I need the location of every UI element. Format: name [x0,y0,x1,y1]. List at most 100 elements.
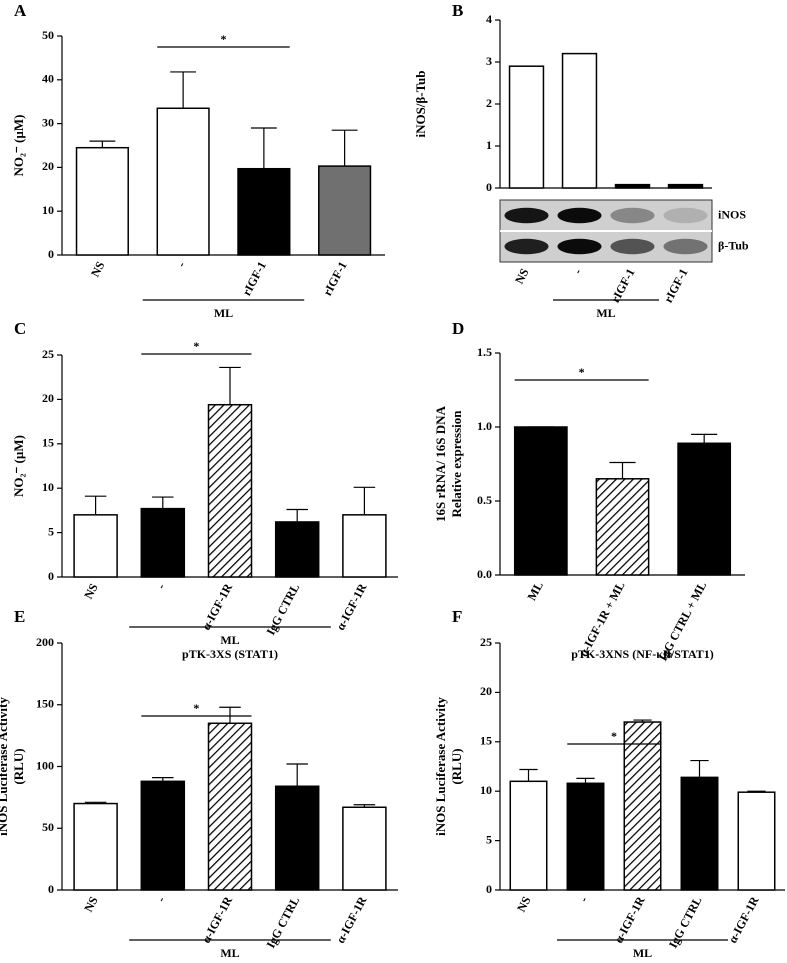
x-tick-label: NS [81,581,101,601]
blot-band [504,207,549,224]
x-tick-label: - [576,894,590,904]
bar [566,782,605,891]
bar [623,721,662,891]
group-label: ML [220,633,239,647]
blot-band [663,238,708,255]
bar [737,791,776,891]
y-axis-label: 16S rRNA/ 16S DNA [433,405,448,522]
bar [237,167,291,256]
y-tick-label: 25 [42,347,54,361]
x-tick-label: - [154,894,168,904]
y-tick-label: 0 [486,882,492,896]
bar [677,442,732,576]
bar [680,776,719,891]
blot-band [663,207,708,224]
blot-label: β-Tub [718,238,749,252]
bar [513,426,568,576]
group-label: ML [220,946,239,960]
y-tick-label: 0.5 [477,493,492,507]
x-tick-label: rIGF-1 [320,259,350,298]
x-tick-label: IgG CTRL [263,581,302,637]
y-tick-label: 50 [42,28,54,42]
group-label: ML [214,306,233,320]
blot-label: iNOS [718,207,746,221]
x-tick-label: - [570,266,584,276]
bar [561,52,598,189]
bar [614,183,651,189]
y-tick-label: 3 [486,54,492,68]
y-axis-label: (RLU) [449,748,464,784]
x-tick-label: IgG CTRL [263,894,302,950]
bar [73,802,118,891]
y-tick-label: 5 [486,832,492,846]
significance-label: * [579,365,585,379]
significance-label: * [611,729,617,743]
bar [140,507,186,578]
panel-letter: F [452,607,462,626]
significance-label: * [193,339,199,353]
y-tick-label: 5 [48,524,54,538]
bar [207,722,253,891]
panel-letter: B [452,1,463,20]
group-label: ML [633,946,652,960]
blot-band [557,207,602,224]
x-tick-label: NS [81,894,101,914]
y-tick-label: 200 [36,635,54,649]
y-tick-label: 10 [42,480,54,494]
y-axis-label: iNOS Luciferase Activity [0,697,10,836]
y-tick-label: 30 [42,115,54,129]
y-tick-label: 0 [48,569,54,583]
x-tick-label: α-IGF-1R [611,894,647,946]
x-tick-label: ML [524,579,545,603]
x-tick-label: α-IGF-1R [199,894,235,946]
significance-label: * [193,701,199,715]
y-axis-label: NO₂⁻ (µM) [11,435,26,497]
bar [509,780,548,891]
y-axis-label: iNOS Luciferase Activity [433,697,448,836]
bar [274,785,320,891]
y-tick-label: 0 [486,180,492,194]
blot-band [610,207,655,224]
y-tick-label: 50 [42,820,54,834]
y-tick-label: 15 [42,436,54,450]
y-tick-label: 1.0 [477,419,492,433]
x-tick-label: NS [88,259,108,279]
y-tick-label: 2 [486,96,492,110]
bar [274,521,320,578]
y-tick-label: 10 [42,203,54,217]
y-axis-label: NO₂⁻ (µM) [11,115,26,177]
x-tick-label: - [174,259,188,269]
panel-letter: D [452,319,464,338]
blot-band [610,238,655,255]
x-tick-label: IgG CTRL [666,894,705,950]
blot-band [504,238,549,255]
x-tick-label: α-IGF-1R [725,894,761,946]
y-tick-label: 150 [36,697,54,711]
y-tick-label: 20 [480,684,492,698]
bar [667,183,704,189]
subtitle: pTK-3XS (STAT1) [182,647,278,661]
x-tick-label: NS [514,894,534,914]
bar [342,514,387,578]
bar [156,107,210,256]
blot-band [557,238,602,255]
y-tick-label: 4 [486,12,492,26]
y-tick-label: 1.5 [477,345,492,359]
bar [73,514,118,578]
y-tick-label: 25 [480,635,492,649]
bar [75,146,129,256]
bar [595,478,650,576]
y-tick-label: 1 [486,138,492,152]
y-axis-label: Relative expression [449,410,464,518]
y-tick-label: 20 [42,391,54,405]
bar [508,65,545,189]
y-axis-label: (RLU) [11,748,26,784]
y-tick-label: 0.0 [477,567,492,581]
panel-letter: A [14,1,27,20]
y-axis-label: iNOS/β-Tub [413,70,428,137]
bar [318,165,372,256]
x-tick-label: - [154,581,168,591]
x-tick-label: rIGF-1 [608,266,638,305]
y-tick-label: 15 [480,734,492,748]
